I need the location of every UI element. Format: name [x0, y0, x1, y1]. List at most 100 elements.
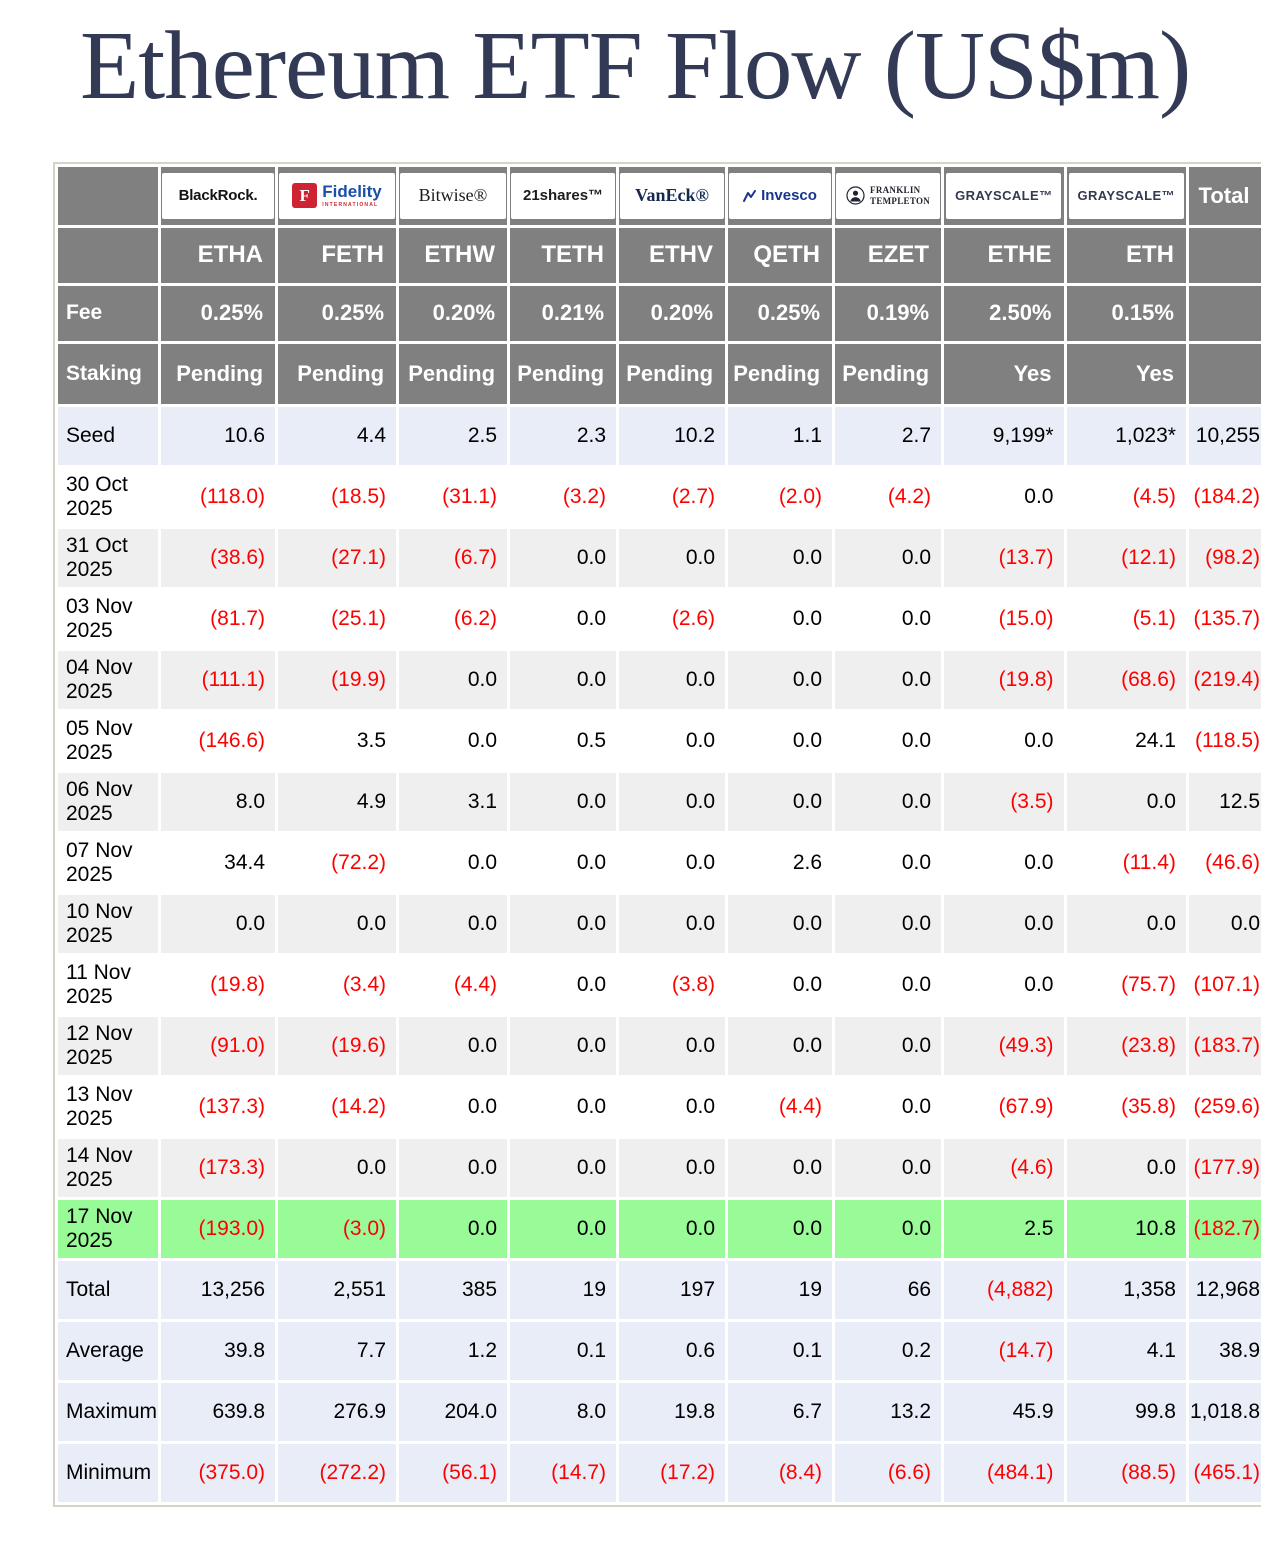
value-cell: 0.2: [901, 1338, 932, 1362]
value-cell: (38.6): [210, 545, 266, 569]
staking-cell: Pending: [835, 343, 942, 404]
value-cell: (3.2): [562, 484, 607, 508]
value-cell: 1.2: [467, 1338, 498, 1362]
value-cell: 0.0: [685, 1094, 716, 1118]
value-cell: (4.2): [887, 484, 932, 508]
fee-cell: 2.50%: [944, 285, 1064, 341]
value-cell: (14.2): [331, 1094, 387, 1118]
value-cell: (19.8): [998, 667, 1054, 691]
value-cell: 0.0: [1024, 911, 1054, 935]
value-cell: 10,255: [1195, 423, 1261, 447]
value-cell: 3.5: [356, 728, 387, 752]
value-cell: 0.0: [685, 1155, 716, 1179]
value-cell: (484.1): [986, 1460, 1054, 1484]
value-cell: (56.1): [442, 1460, 498, 1484]
value-cell: 2,551: [333, 1277, 387, 1301]
value-cell: 0.0: [467, 1155, 498, 1179]
value-cell: (88.5): [1121, 1460, 1176, 1484]
ticker-row: ETHA FETH ETHW TETH ETHV QETH EZET ETHE ETH: [58, 227, 1261, 283]
franklin-line2: TEMPLETON: [870, 195, 931, 206]
fee-cell: [1188, 285, 1261, 341]
table-row: 07 Nov 2025 34.4 (72.2) 0.0 0.0 0.0 2.6 0.0 0.0 (…: [58, 833, 1261, 892]
value-cell: 0.0: [685, 911, 716, 935]
row-label: 06 Nov 2025: [66, 777, 133, 825]
row-label: Seed: [66, 423, 116, 447]
value-cell: 9,199*: [992, 423, 1054, 447]
value-cell: 0.0: [685, 667, 716, 691]
value-cell: (137.3): [198, 1094, 266, 1118]
value-cell: 0.0: [792, 728, 823, 752]
value-cell: 66: [907, 1277, 932, 1301]
issuer-cell-21shares: 21shares™: [510, 166, 617, 225]
value-cell: (193.0): [198, 1216, 266, 1240]
value-cell: (46.6): [1205, 850, 1261, 874]
value-cell: 0.0: [901, 1216, 932, 1240]
table-row: 31 Oct 2025 (38.6) (27.1) (6.7) 0.0 0.0 0.0 0.0…: [58, 528, 1261, 587]
value-cell: (2.6): [671, 606, 716, 630]
issuer-cell-grayscale-ethe: GRAYSCALE™: [944, 166, 1064, 225]
fidelity-international-label: INTERNATIONAL: [322, 202, 379, 209]
invesco-wordmark: Invesco: [761, 187, 817, 205]
issuer-cell-fidelity: F Fidelity INTERNATIONAL: [278, 166, 397, 225]
table-row: 10 Nov 2025 0.0 0.0 0.0 0.0 0.0 0.0 0.0 0.0 0.0 0.…: [58, 894, 1261, 953]
value-cell: 0.0: [901, 1094, 932, 1118]
ticker-cell: ETHA: [161, 227, 276, 283]
grayscale-logo: GRAYSCALE™: [946, 172, 1062, 219]
value-cell: (18.5): [331, 484, 387, 508]
value-cell: 0.1: [792, 1338, 823, 1362]
row-label: 04 Nov 2025: [66, 655, 133, 703]
value-cell: (4.4): [453, 972, 498, 996]
value-cell: 19.8: [674, 1399, 716, 1423]
fee-row-label: Fee: [58, 285, 159, 341]
value-cell: 0.0: [792, 667, 823, 691]
row-label: 17 Nov 2025: [66, 1204, 133, 1252]
value-cell: 0.0: [792, 911, 823, 935]
issuer-cell-franklin-templeton: FRANKLIN TEMPLETON: [835, 166, 942, 225]
table-row: 12 Nov 2025 (91.0) (19.6) 0.0 0.0 0.0 0.0 0.0 (4…: [58, 1016, 1261, 1075]
value-cell: 0.0: [1024, 850, 1054, 874]
fee-cell: 0.19%: [835, 285, 942, 341]
value-cell: 0.0: [901, 606, 932, 630]
value-cell: (11.4): [1122, 850, 1176, 874]
staking-cell: Pending: [399, 343, 508, 404]
table-header: BlackRock. F Fidelity INTERNATIONAL Bitw…: [58, 166, 1261, 404]
value-cell: (146.6): [198, 728, 266, 752]
fee-cell: 0.25%: [728, 285, 833, 341]
table-row: Seed 10.6 4.4 2.5 2.3 10.2 1.1 2.7 9,199* 1,023* 1…: [58, 406, 1261, 465]
value-cell: 8.0: [576, 1399, 607, 1423]
value-cell: 0.0: [685, 789, 716, 813]
value-cell: 12,968: [1195, 1277, 1261, 1301]
value-cell: 0.0: [901, 850, 932, 874]
row-label: 13 Nov 2025: [66, 1082, 133, 1130]
value-cell: (14.7): [551, 1460, 607, 1484]
value-cell: 0.0: [1146, 911, 1176, 935]
staking-cell: Yes: [1066, 343, 1186, 404]
value-cell: (173.3): [198, 1155, 266, 1179]
value-cell: (4,882): [986, 1277, 1054, 1301]
issuer-logo-row: BlackRock. F Fidelity INTERNATIONAL Bitw…: [58, 166, 1261, 225]
issuer-cell-blackrock: BlackRock.: [161, 166, 276, 225]
table-row: 30 Oct 2025 (118.0) (18.5) (31.1) (3.2) (2.7)…: [58, 467, 1261, 526]
fee-cell: 0.20%: [399, 285, 508, 341]
value-cell: 0.0: [467, 728, 498, 752]
value-cell: (3.8): [671, 972, 716, 996]
ticker-cell: QETH: [728, 227, 833, 283]
fee-cell: 0.25%: [278, 285, 397, 341]
row-label: 14 Nov 2025: [66, 1143, 133, 1191]
table-row: Average 39.8 7.7 1.2 0.1 0.6 0.1 0.2 (14.7) 4.1 38…: [58, 1321, 1261, 1380]
fee-cell: 0.21%: [510, 285, 617, 341]
value-cell: (182.7): [1193, 1216, 1261, 1240]
value-cell: 2.5: [467, 423, 498, 447]
value-cell: 385: [461, 1277, 498, 1301]
value-cell: (17.2): [660, 1460, 716, 1484]
value-cell: (19.9): [331, 667, 387, 691]
ticker-cell: ETHW: [399, 227, 508, 283]
value-cell: 3.1: [467, 789, 498, 813]
value-cell: (19.6): [331, 1033, 387, 1057]
value-cell: 0.0: [576, 545, 607, 569]
value-cell: (23.8): [1121, 1033, 1176, 1057]
value-cell: (177.9): [1193, 1155, 1261, 1179]
ticker-cell: EZET: [835, 227, 942, 283]
ticker-cell: TETH: [510, 227, 617, 283]
value-cell: (184.2): [1193, 484, 1261, 508]
